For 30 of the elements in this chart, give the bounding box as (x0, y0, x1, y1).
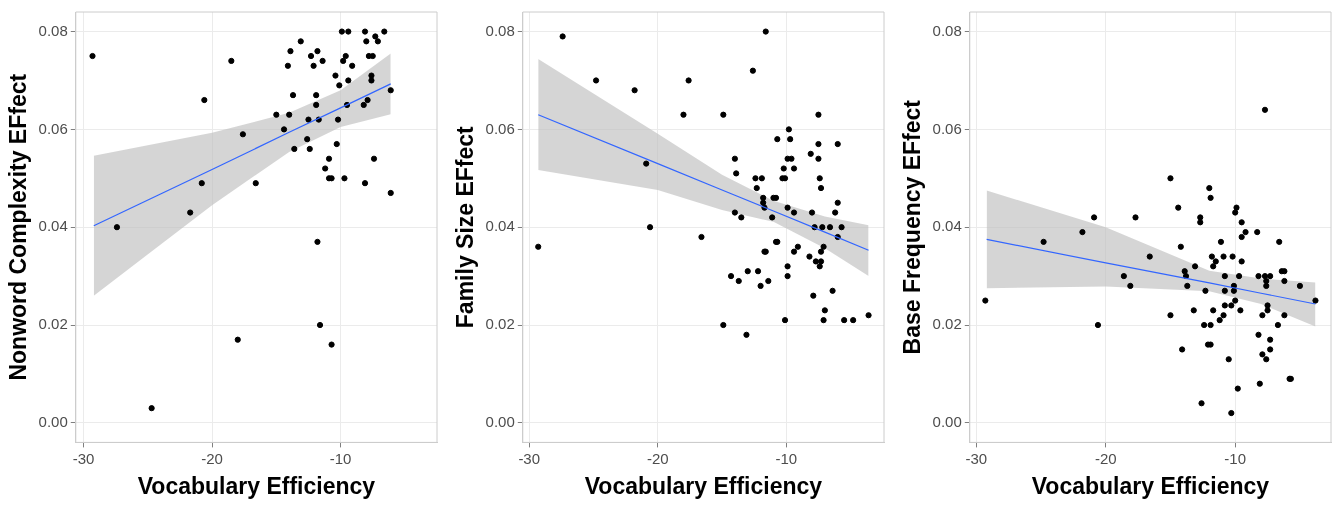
y-tick-label: 0.00 (38, 412, 68, 430)
x-tick-label: -10 (329, 449, 352, 467)
x-tick-label: -30 (965, 449, 988, 467)
y-tick-label: 0.02 (38, 315, 68, 333)
x-tick-label: -20 (1094, 449, 1117, 467)
y-axis-title: Nonword Complexity EFfect (5, 73, 32, 381)
y-tick-label: 0.04 (932, 217, 962, 235)
x-axis-title: Vocabulary Efficiency (137, 472, 376, 499)
x-tick-label: -30 (72, 449, 95, 467)
y-tick-label: 0.02 (485, 315, 515, 333)
x-axis-title: Vocabulary Efficiency (584, 472, 823, 499)
y-tick-label: 0.06 (485, 119, 515, 137)
y-tick-label: 0.08 (38, 21, 68, 39)
x-tick-label: -10 (1224, 449, 1247, 467)
x-tick-label: -10 (775, 449, 798, 467)
y-axis-title: Base Frequency EFfect (899, 99, 926, 355)
x-tick-label: -20 (646, 449, 669, 467)
x-tick-label: -20 (201, 449, 223, 467)
y-tick-label: 0.04 (38, 217, 68, 235)
y-tick-label: 0.02 (932, 315, 962, 333)
y-tick-label: 0.08 (485, 21, 515, 39)
y-axis-title: Family Size EFfect (452, 125, 479, 329)
y-tick-label: 0.08 (932, 21, 962, 39)
y-tick-label: 0.06 (38, 119, 68, 137)
y-tick-label: 0.06 (932, 119, 962, 137)
x-tick-label: -30 (518, 449, 541, 467)
y-tick-label: 0.00 (485, 412, 515, 430)
y-tick-label: 0.04 (485, 217, 515, 235)
x-axis-title: Vocabulary Efficiency (1031, 472, 1270, 499)
y-tick-label: 0.00 (932, 412, 962, 430)
